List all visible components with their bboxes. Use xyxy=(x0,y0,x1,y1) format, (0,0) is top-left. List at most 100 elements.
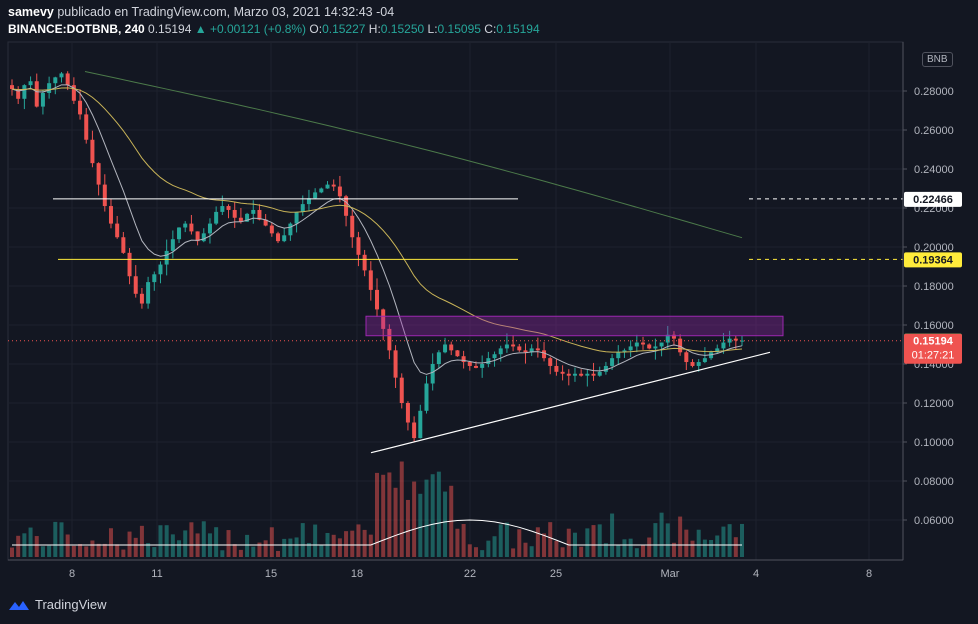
candle-body[interactable] xyxy=(276,233,281,242)
candle-body[interactable] xyxy=(702,358,707,363)
candle-body[interactable] xyxy=(294,211,299,224)
candle-body[interactable] xyxy=(566,373,571,376)
candle-body[interactable] xyxy=(517,346,522,351)
tradingview-logo[interactable]: TradingView xyxy=(8,597,107,612)
candle-body[interactable] xyxy=(183,223,188,228)
candle-body[interactable] xyxy=(331,184,336,187)
candle-body[interactable] xyxy=(511,344,516,347)
candle-body[interactable] xyxy=(282,235,287,242)
resistance-zone[interactable] xyxy=(365,315,784,337)
candle-body[interactable] xyxy=(127,252,132,277)
candle-body[interactable] xyxy=(603,365,608,372)
candle-body[interactable] xyxy=(28,81,33,86)
candle-body[interactable] xyxy=(585,373,590,376)
candle-body[interactable] xyxy=(634,342,639,347)
candle-body[interactable] xyxy=(671,334,676,339)
candle-body[interactable] xyxy=(152,274,157,283)
candle-body[interactable] xyxy=(690,362,695,366)
currency-badge[interactable]: BNB xyxy=(922,52,953,67)
candle-body[interactable] xyxy=(53,77,58,84)
candle-body[interactable] xyxy=(245,213,250,222)
candle-body[interactable] xyxy=(78,100,83,115)
candle-body[interactable] xyxy=(504,344,509,349)
candle-body[interactable] xyxy=(684,352,689,363)
candle-body[interactable] xyxy=(381,309,386,329)
candle-body[interactable] xyxy=(238,217,243,222)
candle-body[interactable] xyxy=(542,350,547,359)
candle-body[interactable] xyxy=(368,270,373,290)
candle-body[interactable] xyxy=(486,358,491,364)
candles[interactable] xyxy=(10,71,744,442)
candle-body[interactable] xyxy=(572,373,577,376)
candle-body[interactable] xyxy=(16,89,21,99)
candle-body[interactable] xyxy=(288,223,293,236)
candle-body[interactable] xyxy=(195,231,200,242)
candle-body[interactable] xyxy=(115,223,120,238)
candle-body[interactable] xyxy=(84,114,89,140)
candle-body[interactable] xyxy=(164,250,169,265)
candle-body[interactable] xyxy=(306,198,311,205)
candle-body[interactable] xyxy=(436,352,441,364)
candle-body[interactable] xyxy=(665,334,670,343)
candle-body[interactable] xyxy=(269,225,274,234)
candle-body[interactable] xyxy=(560,371,565,374)
candle-body[interactable] xyxy=(362,254,367,271)
candle-body[interactable] xyxy=(170,239,175,251)
ascending-trendline[interactable] xyxy=(370,351,771,454)
candle-body[interactable] xyxy=(715,348,720,353)
candle-body[interactable] xyxy=(350,215,355,238)
candle-body[interactable] xyxy=(34,81,39,107)
candle-body[interactable] xyxy=(300,204,305,212)
candle-body[interactable] xyxy=(121,237,126,253)
candle-body[interactable] xyxy=(554,365,559,372)
candle-body[interactable] xyxy=(90,139,95,164)
candle-body[interactable] xyxy=(47,83,52,93)
candle-body[interactable] xyxy=(177,227,182,240)
candle-body[interactable] xyxy=(455,350,460,357)
candle-body[interactable] xyxy=(480,364,485,368)
candle-body[interactable] xyxy=(10,85,14,90)
candle-body[interactable] xyxy=(220,206,225,212)
candle-body[interactable] xyxy=(628,346,633,351)
candle-body[interactable] xyxy=(158,264,163,275)
candle-body[interactable] xyxy=(641,342,646,345)
candle-body[interactable] xyxy=(424,383,429,411)
candle-body[interactable] xyxy=(59,73,64,78)
candle-body[interactable] xyxy=(610,358,615,366)
candle-body[interactable] xyxy=(257,209,262,220)
candle-body[interactable] xyxy=(399,377,404,403)
candle-body[interactable] xyxy=(740,340,744,342)
candle-body[interactable] xyxy=(337,186,342,197)
candle-body[interactable] xyxy=(412,422,417,439)
candle-body[interactable] xyxy=(727,338,732,343)
candle-body[interactable] xyxy=(102,184,107,207)
symbol-name[interactable]: BINANCE:DOTBNB, 240 xyxy=(8,22,145,36)
candle-body[interactable] xyxy=(40,92,45,107)
candle-body[interactable] xyxy=(535,348,540,351)
candle-body[interactable] xyxy=(449,344,454,351)
candle-body[interactable] xyxy=(548,358,553,366)
candle-body[interactable] xyxy=(597,371,602,376)
candle-body[interactable] xyxy=(96,163,101,185)
candle-body[interactable] xyxy=(418,410,423,439)
candle-body[interactable] xyxy=(622,350,627,353)
candle-body[interactable] xyxy=(696,362,701,366)
candle-body[interactable] xyxy=(733,338,738,341)
candle-body[interactable] xyxy=(393,350,398,378)
candle-body[interactable] xyxy=(405,403,410,423)
candle-body[interactable] xyxy=(207,223,212,234)
candle-body[interactable] xyxy=(529,348,534,353)
candle-body[interactable] xyxy=(263,219,268,226)
candle-body[interactable] xyxy=(139,293,144,304)
candle-body[interactable] xyxy=(232,209,237,218)
candle-body[interactable] xyxy=(313,192,318,199)
candle-body[interactable] xyxy=(591,373,596,376)
candle-body[interactable] xyxy=(387,328,392,351)
candle-body[interactable] xyxy=(22,85,27,99)
candle-body[interactable] xyxy=(653,346,658,349)
candle-body[interactable] xyxy=(473,365,478,368)
candle-body[interactable] xyxy=(647,344,652,349)
candle-body[interactable] xyxy=(189,223,194,232)
candle-body[interactable] xyxy=(201,233,206,242)
